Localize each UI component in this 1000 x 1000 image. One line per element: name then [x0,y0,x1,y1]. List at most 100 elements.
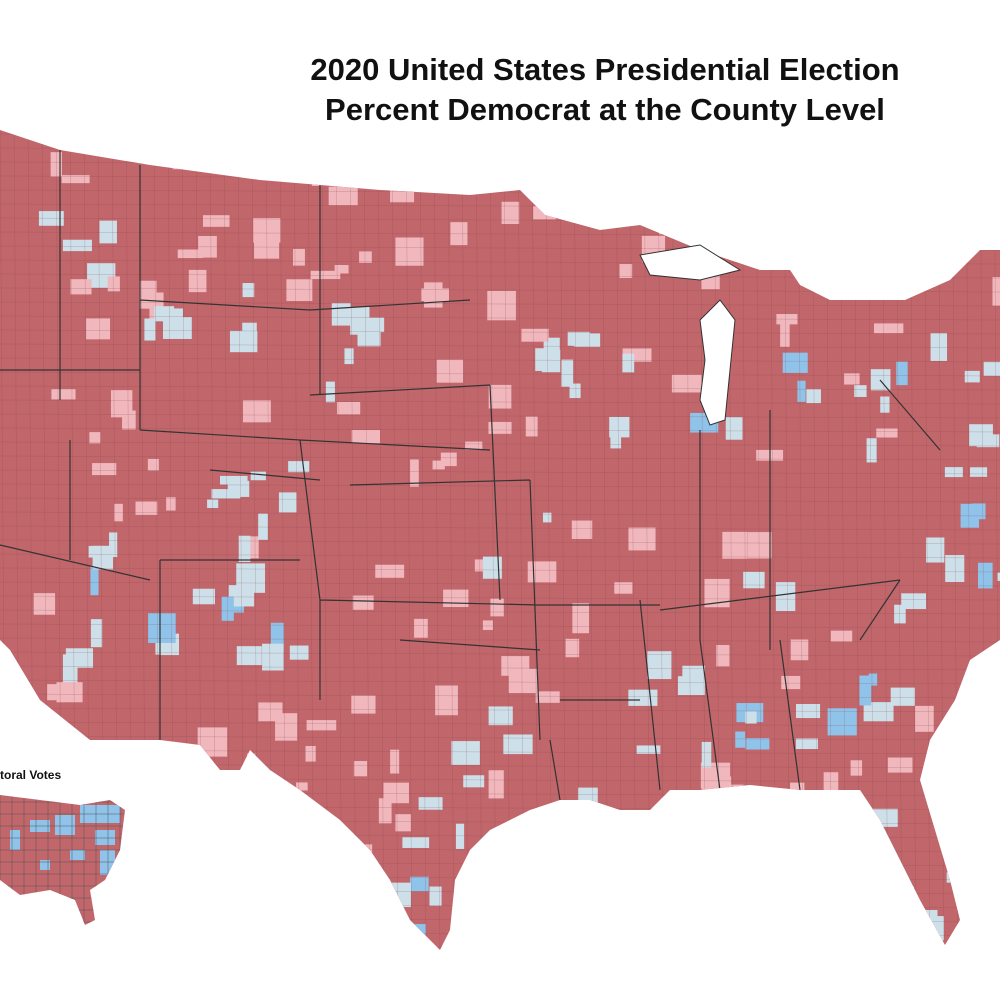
county-patch [229,814,239,825]
county-patch [305,745,316,762]
county-patch [177,249,204,259]
county-patch [99,220,117,244]
county-patch [745,711,757,724]
county-patch [870,369,891,391]
county-patch [840,225,850,250]
county-patch [647,651,672,680]
county-patch [19,945,45,950]
county-patch [482,620,493,631]
county-patch [144,318,156,341]
county-patch [353,761,368,777]
county-patch [90,619,103,648]
county-patch [166,308,183,330]
county-patch [976,434,1000,448]
county-patch [148,613,176,643]
county-patch [954,808,979,834]
county-patch [790,782,805,795]
county-patch [862,220,882,249]
county-patch [542,512,552,523]
county-patch [311,175,322,186]
county-patch [896,361,908,386]
county-patch [977,562,993,589]
county-patch [429,886,442,906]
county-patch [242,322,257,339]
county-patch [579,164,590,194]
county-patch [651,196,671,218]
county-patch [443,589,469,608]
county-patch [247,536,259,559]
county-patch [946,872,973,883]
county-patch [395,814,411,832]
title-line-1: 2020 United States Presidential Election [310,52,900,87]
county-patch [567,331,591,346]
county-patch [622,353,635,373]
county-patch [110,390,133,418]
county-patch [795,738,818,750]
county-patch [148,852,170,883]
county-patch [535,348,551,371]
county-patch [449,941,474,950]
county-patch [970,467,988,477]
county-patch [289,645,309,660]
county-patch [395,237,424,266]
county-patch [450,222,468,246]
county-patch [747,532,772,559]
county-patch [795,703,821,719]
county-patch [107,276,120,292]
county-patch [402,837,430,848]
county-patch [823,772,839,797]
county-patch [797,380,806,402]
county-patch [926,537,945,563]
county-patch [733,895,761,925]
county-patch [266,915,283,937]
county-patch [246,567,265,579]
county-patch [632,200,659,213]
county-patch [572,603,590,634]
county-patch [474,559,486,572]
county-patch [901,593,927,610]
county-patch [859,675,872,706]
inset-state-patch [95,830,115,845]
county-patch [614,582,633,594]
lake-michigan [699,299,736,426]
county-patch [577,787,598,811]
county-patch [701,741,712,768]
inset-legend-label: toral Votes [0,768,62,782]
county-patch [501,201,520,225]
county-patch [964,370,980,383]
county-patch [561,359,574,387]
county-patch [202,215,230,227]
county-patch [620,883,636,897]
county-patch [743,571,765,589]
county-patch [414,618,428,638]
county-patch [525,416,538,437]
county-patch [570,880,585,903]
county-patch [463,775,485,788]
county-patch [275,713,298,741]
county-patch [381,882,411,908]
county-patch [581,829,591,859]
county-patch [61,175,90,184]
county-patch [944,467,963,478]
county-patch [488,706,513,726]
county-patch [887,757,913,773]
county-patch [51,389,76,400]
county-patch [38,211,64,226]
county-patch [708,775,717,784]
border-line [0,150,941,801]
county-patch [334,264,349,274]
county-patch [432,460,445,470]
county-patch [827,708,857,736]
county-patch [211,489,241,499]
county-patch [716,644,730,667]
county-patch [722,531,748,559]
county-patch [569,383,581,399]
county-patch [286,279,313,302]
county-patch [197,727,228,757]
county-patch [745,738,770,750]
county-patch [527,561,557,583]
lake-superior [639,244,742,281]
county-patch [509,940,528,950]
county-patch [671,374,702,393]
county-patch [658,209,680,235]
